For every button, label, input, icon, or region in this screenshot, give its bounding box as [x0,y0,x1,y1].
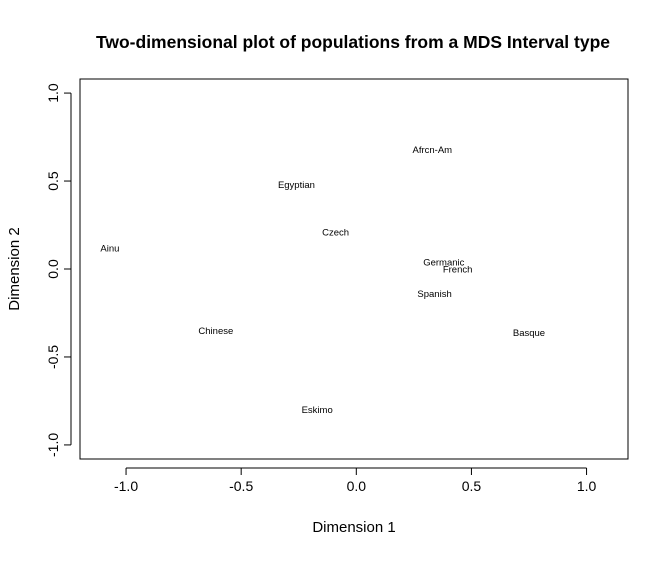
point-label: Afrcn-Am [412,145,452,156]
x-axis: -1.0 -0.5 0.0 0.5 1.0 [114,467,597,494]
y-tick-label: 1.0 [45,83,61,103]
y-tick-label: 0.0 [45,259,61,279]
y-tick-label: -1.0 [45,433,61,457]
x-tick-label: 0.0 [347,478,367,494]
point-label: Eskimo [302,405,333,416]
y-tick-label: 0.5 [45,171,61,191]
x-tick-label: -1.0 [114,478,138,494]
point-label: Egyptian [278,180,315,191]
chart-title: Two-dimensional plot of populations from… [96,32,610,52]
point-label: French [443,265,473,276]
y-axis-title: Dimension 2 [6,227,23,310]
y-axis: -1.0 -0.5 0.0 0.5 1.0 [45,83,72,457]
point-label: Czech [322,228,349,239]
x-tick-label: -0.5 [229,478,253,494]
point-label: Basque [513,328,545,339]
point-label: Chinese [198,326,233,337]
y-tick-label: -0.5 [45,345,61,369]
x-tick-label: 0.5 [462,478,482,494]
point-label: Germanic [423,257,464,268]
x-axis-title: Dimension 1 [312,519,395,536]
plot-frame [79,78,629,460]
point-label: Ainu [100,243,119,254]
point-label: Spanish [417,289,451,300]
x-tick-label: 1.0 [577,478,597,494]
